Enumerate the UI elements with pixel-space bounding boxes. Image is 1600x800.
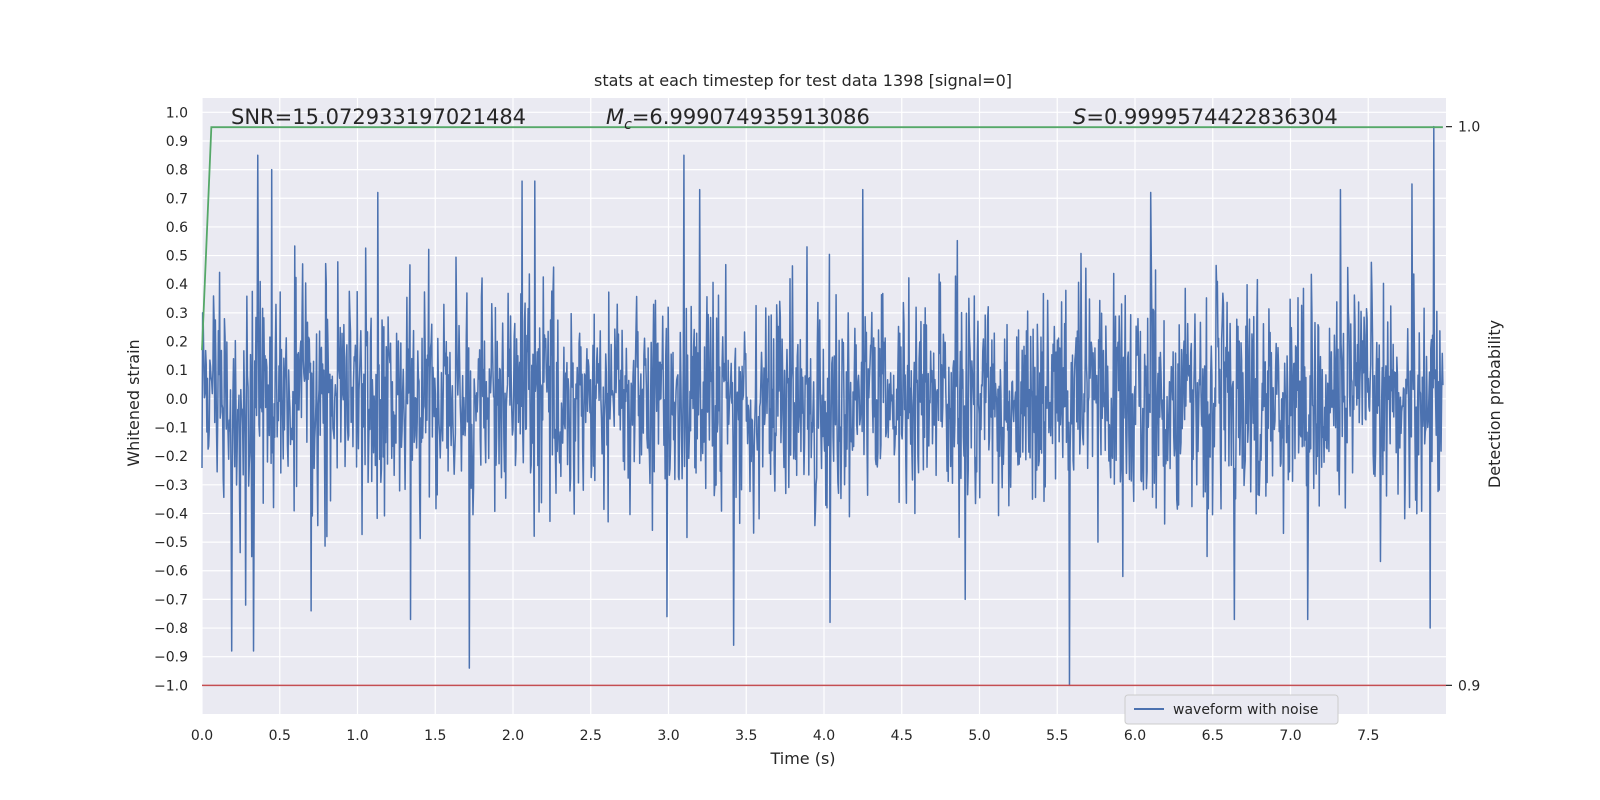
x-tick-label: 5.5: [1046, 728, 1068, 744]
chirp-mass-value: =6.999074935913086: [632, 105, 870, 129]
x-tick-label: 1.0: [346, 728, 368, 744]
y-tick-label: −0.6: [154, 564, 188, 580]
y-tick-label: −0.4: [154, 506, 188, 522]
y-tick-label: −0.3: [154, 478, 188, 494]
y-tick-label: −0.7: [154, 592, 188, 608]
s-symbol: S: [1073, 105, 1086, 129]
chart-title: stats at each timestep for test data 139…: [594, 71, 1012, 90]
chirp-mass-annotation: Mc=6.999074935913086: [606, 105, 870, 133]
legend-box: [1124, 694, 1339, 725]
y-tick-label: −0.5: [154, 535, 188, 551]
x-tick-label: 3.5: [735, 728, 757, 744]
s-annotation: S=0.9999574422836304: [1073, 105, 1338, 129]
chirp-mass-symbol: M: [606, 105, 624, 129]
y-tick-label: −0.2: [154, 449, 188, 465]
y-tick-label: 0.9: [166, 134, 188, 150]
y-tick-label: 0.5: [166, 249, 188, 265]
x-tick-label: 2.0: [502, 728, 524, 744]
y-tick-label: −0.8: [154, 621, 188, 637]
x-tick-label: 0.5: [269, 728, 291, 744]
x-tick-label: 6.0: [1124, 728, 1146, 744]
y-tick-label: −0.9: [154, 650, 188, 666]
snr-annotation: SNR=15.072933197021484: [231, 105, 526, 129]
y-tick-label: 0.7: [166, 191, 188, 207]
x-tick-label: 6.5: [1202, 728, 1224, 744]
x-tick-label: 1.5: [424, 728, 446, 744]
y2-axis-ticks: 1.0 0.9: [1446, 120, 1480, 694]
y-tick-label: 0.2: [166, 335, 188, 351]
x-axis-ticks: 0.0 0.5 1.0 1.5 2.0 2.5 3.0 3.5 4.0 4.5 5.0 5.5 6.0 6…: [191, 728, 1380, 744]
x-tick-label: 0.0: [191, 728, 213, 744]
y2-axis-label: Detection probability: [1485, 320, 1504, 488]
legend-label-waveform: waveform with noise: [1173, 702, 1318, 718]
y-tick-label: 0.8: [166, 163, 188, 179]
x-tick-label: 7.5: [1357, 728, 1379, 744]
y-tick-label: 0.0: [166, 392, 188, 408]
series-detection-probability: [201, 126, 1443, 351]
y-axis-label: Whitened strain: [124, 339, 143, 466]
y-tick-label: 0.3: [166, 306, 188, 322]
waveform-line: [201, 125, 1444, 687]
y-axis-ticks: 1.0 0.9 0.8 0.7 0.6 0.5 0.4 0.3 0.2 0.1 0.0 −0.1 −0.…: [154, 105, 188, 694]
y2-tick-label: 1.0: [1458, 120, 1480, 136]
detection-probability-line: [201, 126, 1443, 351]
y-tick-label: −1.0: [154, 678, 188, 694]
series-waveform-with-noise: [201, 125, 1444, 687]
x-tick-label: 2.5: [580, 728, 602, 744]
y-tick-label: −0.1: [154, 420, 188, 436]
y2-tick-label: 0.9: [1458, 678, 1480, 694]
y-tick-label: 0.6: [166, 220, 188, 236]
x-axis-label: Time (s): [769, 749, 835, 768]
y-tick-label: 0.1: [166, 363, 188, 379]
x-tick-label: 4.5: [891, 728, 913, 744]
s-value: =0.9999574422836304: [1086, 105, 1337, 129]
legend: waveform with noise: [1124, 694, 1339, 725]
x-tick-label: 7.0: [1279, 728, 1301, 744]
y-tick-label: 1.0: [166, 105, 188, 121]
y-tick-label: 0.4: [166, 277, 188, 293]
chirp-mass-subscript: c: [624, 117, 632, 133]
x-tick-label: 3.0: [657, 728, 679, 744]
x-tick-label: 4.0: [813, 728, 835, 744]
x-tick-label: 5.0: [968, 728, 990, 744]
